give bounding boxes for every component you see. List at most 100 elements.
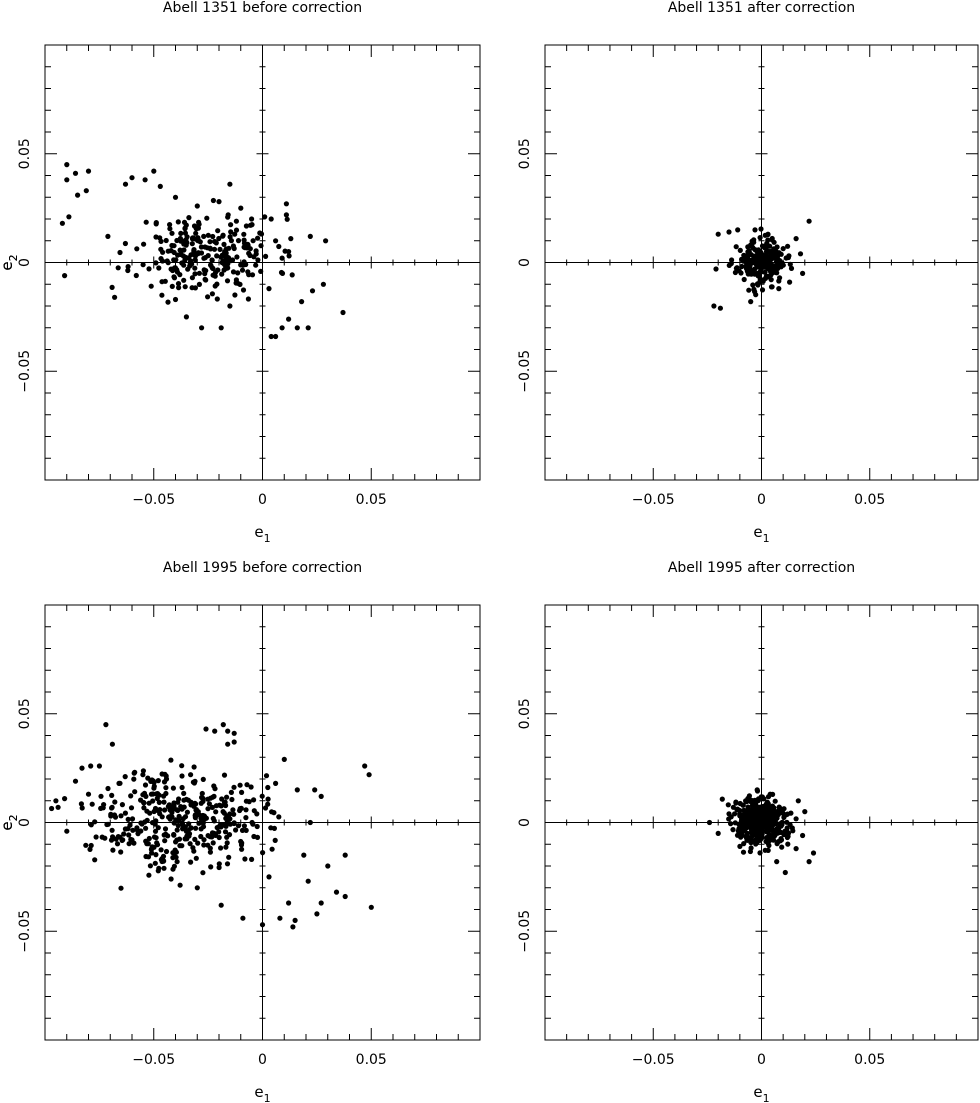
data-point xyxy=(755,805,761,812)
data-point xyxy=(212,273,218,279)
data-point xyxy=(156,265,162,271)
data-point xyxy=(185,266,191,272)
data-point xyxy=(216,235,222,242)
data-point xyxy=(222,250,228,256)
data-point xyxy=(181,790,187,797)
data-point xyxy=(243,807,249,813)
y-tick-label: 0.05 xyxy=(17,138,33,169)
data-point xyxy=(72,170,79,176)
data-point xyxy=(181,797,187,803)
data-point xyxy=(169,230,175,236)
data-point xyxy=(769,284,775,290)
data-point xyxy=(161,779,168,785)
data-point xyxy=(175,281,182,287)
data-point xyxy=(773,817,779,823)
data-point xyxy=(192,257,198,263)
data-point xyxy=(289,272,295,278)
data-point xyxy=(268,825,274,831)
data-point xyxy=(294,787,300,793)
data-point xyxy=(759,831,765,838)
data-point xyxy=(286,253,292,259)
data-point xyxy=(128,836,134,843)
data-point xyxy=(706,819,713,826)
data-point xyxy=(207,246,214,252)
data-point xyxy=(87,846,93,853)
data-point xyxy=(176,285,182,291)
data-point xyxy=(152,828,159,834)
data-point xyxy=(232,231,238,237)
data-point xyxy=(105,233,111,239)
data-point xyxy=(746,263,752,269)
data-point xyxy=(216,861,222,867)
data-point xyxy=(785,243,791,249)
data-point xyxy=(800,832,806,839)
data-point xyxy=(235,823,242,829)
data-point xyxy=(64,162,70,168)
data-point xyxy=(171,820,177,826)
data-point xyxy=(314,911,320,917)
data-point xyxy=(181,247,187,253)
data-point xyxy=(778,836,784,842)
data-point xyxy=(199,325,205,331)
data-point xyxy=(177,272,183,278)
data-point xyxy=(362,763,368,769)
data-point xyxy=(242,856,248,862)
data-point xyxy=(101,802,107,808)
data-point xyxy=(157,811,163,817)
data-point xyxy=(780,246,786,252)
data-point xyxy=(177,235,183,242)
data-point xyxy=(763,252,769,258)
data-point xyxy=(93,834,99,840)
data-point xyxy=(157,183,163,189)
y-tick-label: −0.05 xyxy=(17,350,33,393)
data-point xyxy=(754,788,761,794)
data-point xyxy=(114,841,121,847)
data-point xyxy=(169,814,175,820)
data-point xyxy=(342,852,348,858)
data-point xyxy=(719,796,725,802)
data-point xyxy=(163,785,169,791)
data-point xyxy=(172,296,179,303)
data-point xyxy=(178,251,184,258)
data-point xyxy=(762,806,768,812)
data-point xyxy=(259,922,266,928)
data-point xyxy=(770,791,776,798)
data-point xyxy=(238,842,245,848)
data-point xyxy=(269,846,275,852)
data-point xyxy=(182,230,188,236)
data-point xyxy=(320,281,326,287)
data-point xyxy=(201,837,207,843)
data-point xyxy=(168,876,174,882)
data-point xyxy=(213,809,219,815)
data-point xyxy=(806,859,812,865)
data-point xyxy=(766,832,772,838)
data-point xyxy=(806,218,812,224)
data-point xyxy=(755,271,761,277)
data-point xyxy=(198,800,204,806)
data-point xyxy=(281,756,287,763)
data-point xyxy=(366,772,372,778)
data-point xyxy=(342,893,348,900)
data-point xyxy=(145,775,151,781)
x-axis-label: e1 xyxy=(753,1083,769,1103)
data-point xyxy=(206,801,212,807)
data-point xyxy=(176,813,182,819)
data-point xyxy=(744,833,750,839)
data-point xyxy=(105,821,111,827)
data-point xyxy=(772,833,778,839)
data-point xyxy=(198,250,205,256)
data-point xyxy=(195,840,201,846)
data-point xyxy=(230,243,236,249)
data-point xyxy=(179,784,185,791)
data-point xyxy=(192,813,198,819)
data-point xyxy=(173,257,179,263)
data-point xyxy=(759,255,765,261)
data-point xyxy=(239,827,246,834)
data-point xyxy=(214,296,220,302)
data-point xyxy=(146,266,152,272)
data-point xyxy=(333,889,340,895)
x-tick-label: −0.05 xyxy=(632,1052,675,1068)
data-point xyxy=(737,247,743,253)
x-tick-label: 0 xyxy=(757,492,766,508)
data-point xyxy=(78,801,84,807)
